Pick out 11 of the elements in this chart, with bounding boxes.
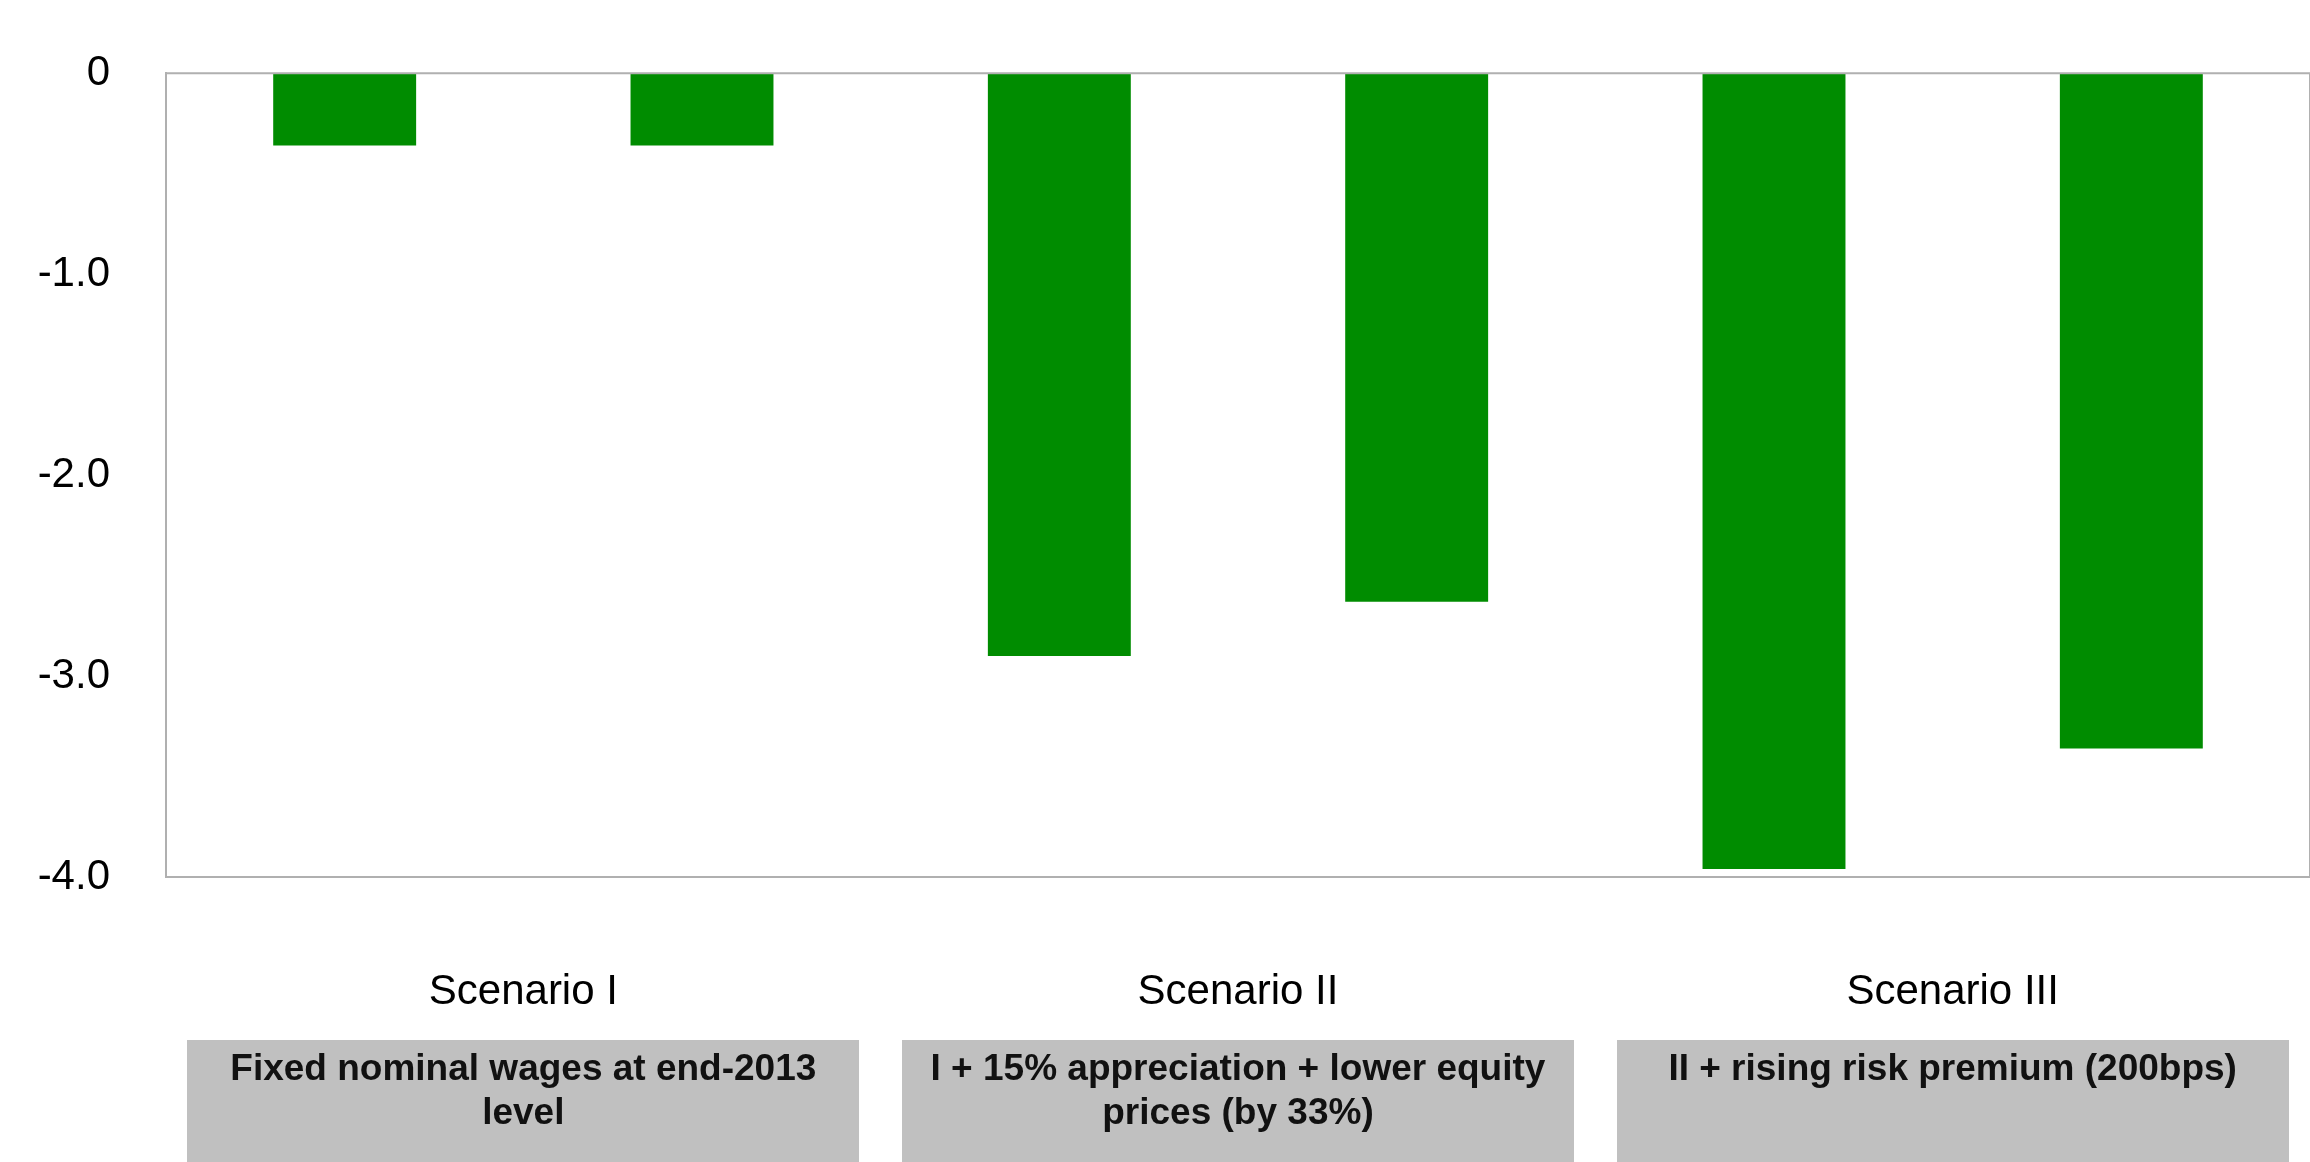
x-tick-label: Scenario III	[1846, 965, 2059, 1013]
y-tick-label: 0	[86, 46, 110, 94]
x-tick-label: Scenario II	[1137, 965, 1339, 1013]
text: Fixed nominal wages at end-2013 level	[187, 1040, 860, 1162]
x-tick-label: Scenario I	[428, 965, 618, 1013]
y-tick-label: -2.0	[37, 448, 110, 496]
text: II + rising risk premium (200bps)	[1616, 1040, 2289, 1162]
text: I + 15% appreciation + lower equity prices (by 33%)	[902, 1040, 1574, 1162]
y-tick-label: -1.0	[37, 247, 110, 295]
y-tick-label: -4.0	[37, 850, 110, 898]
y-tick-label: -3.0	[37, 649, 110, 697]
